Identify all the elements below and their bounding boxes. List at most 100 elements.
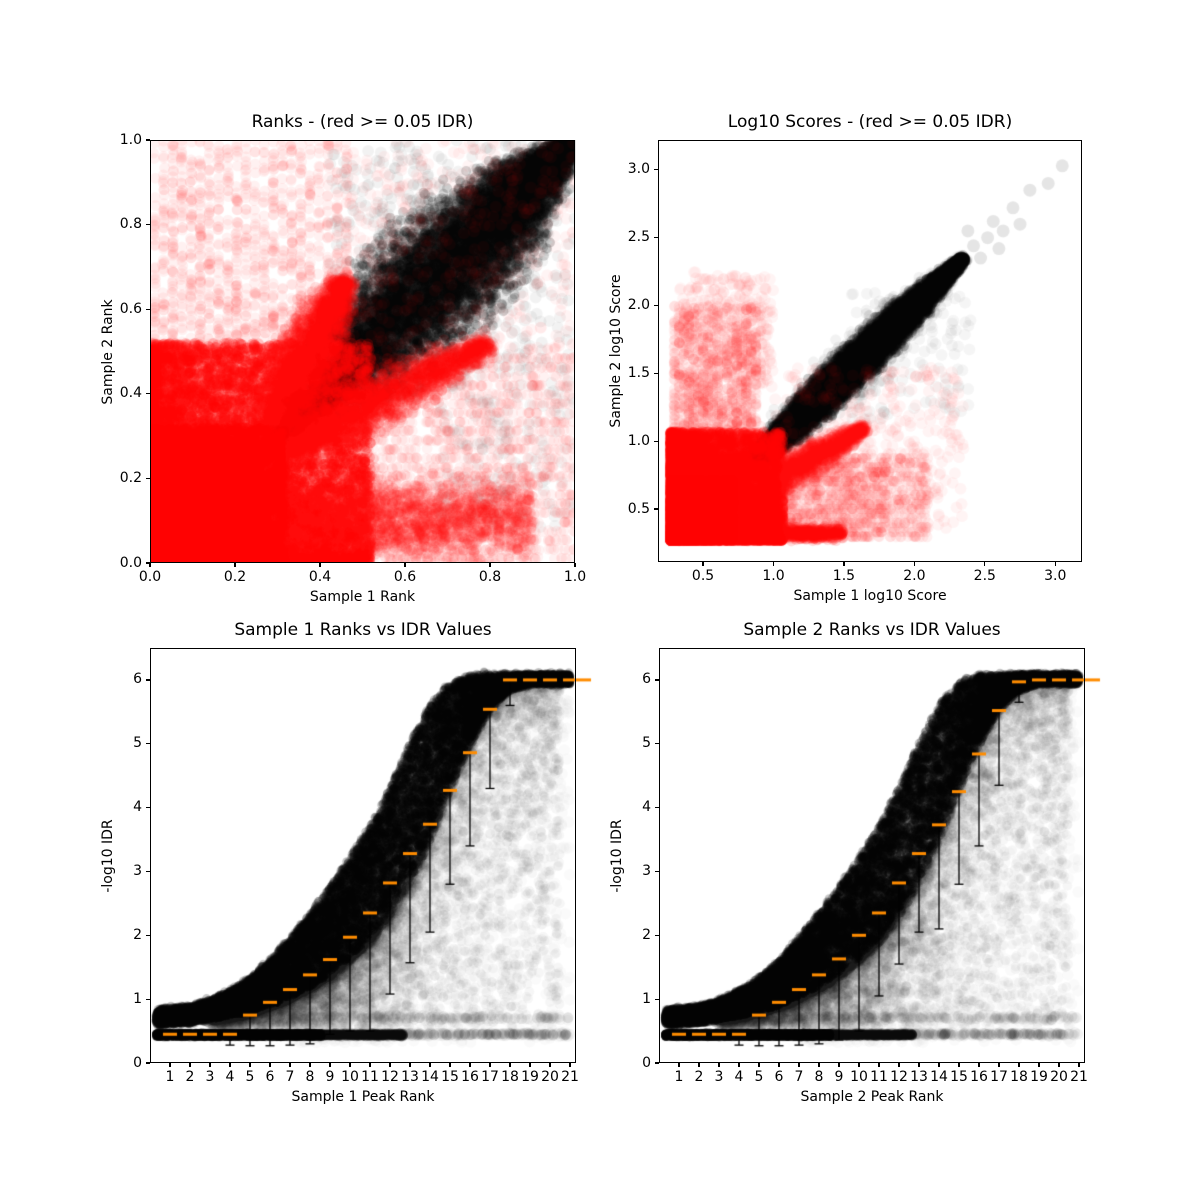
x-tick-label: 15 — [950, 1069, 968, 1085]
y-tick-label: 3 — [642, 862, 651, 879]
x-tick-mark — [918, 1063, 920, 1067]
y-tick-mark — [146, 743, 150, 745]
y-tick-label: 0.8 — [119, 216, 142, 233]
x-tick-mark — [319, 563, 321, 567]
x-tick-mark — [843, 562, 845, 566]
x-tick-label: 1.5 — [832, 568, 856, 584]
y-tick-mark — [146, 679, 150, 681]
y-tick-mark — [146, 807, 150, 809]
x-tick-label: 20 — [1050, 1069, 1068, 1085]
x-tick-label: 0.6 — [393, 569, 417, 585]
y-tick-mark — [146, 998, 150, 1000]
y-tick-mark — [655, 934, 659, 936]
x-tick-mark — [409, 1063, 411, 1067]
y-tick-mark — [654, 372, 658, 374]
x-tick-mark — [574, 563, 576, 567]
x-tick-label: 4 — [225, 1069, 235, 1085]
x-tick-mark — [758, 1063, 760, 1067]
y-tick-label: 2.5 — [627, 229, 650, 246]
x-tick-mark — [289, 1063, 291, 1067]
x-tick-label: 6 — [774, 1069, 784, 1085]
x-tick-label: 10 — [850, 1069, 868, 1085]
y-tick-label: 1.5 — [627, 364, 650, 381]
x-tick-mark — [489, 1063, 491, 1067]
x-tick-mark — [549, 1063, 551, 1067]
x-tick-label: 20 — [541, 1069, 559, 1085]
x-tick-mark — [898, 1063, 900, 1067]
x-tick-mark — [1058, 1063, 1060, 1067]
x-tick-label: 11 — [870, 1069, 888, 1085]
plot-title-ranks: Ranks - (red >= 0.05 IDR) — [251, 112, 474, 132]
x-tick-mark — [234, 563, 236, 567]
x-tick-mark — [404, 563, 406, 567]
y-tick-mark — [146, 1062, 150, 1064]
x-tick-mark — [678, 1063, 680, 1067]
x-tick-mark — [698, 1063, 700, 1067]
x-tick-mark — [958, 1063, 960, 1067]
x-tick-mark — [984, 562, 986, 566]
x-tick-label: 8 — [305, 1069, 315, 1085]
x-tick-mark — [269, 1063, 271, 1067]
x-tick-mark — [1054, 562, 1056, 566]
scatter-canvas-ranks-scatter — [150, 140, 593, 563]
x-tick-label: 3 — [205, 1069, 215, 1085]
x-tick-mark — [369, 1063, 371, 1067]
y-tick-label: 6 — [642, 671, 651, 688]
x-tick-mark — [938, 1063, 940, 1067]
x-tick-label: 0.5 — [691, 568, 715, 584]
y-tick-label: 6 — [133, 671, 142, 688]
x-tick-label: 9 — [834, 1069, 844, 1085]
y-tick-label: 4 — [133, 799, 142, 816]
y-tick-label: 0 — [642, 1054, 651, 1071]
y-tick-mark — [654, 508, 658, 510]
x-tick-label: 21 — [561, 1069, 579, 1085]
x-tick-mark — [1038, 1063, 1040, 1067]
y-tick-mark — [654, 440, 658, 442]
y-tick-mark — [146, 562, 150, 564]
x-axis-label-sample1-log10-score: Sample 1 log10 Score — [793, 588, 947, 604]
x-tick-label: 8 — [814, 1069, 824, 1085]
x-tick-label: 14 — [930, 1069, 948, 1085]
x-tick-mark — [718, 1063, 720, 1067]
x-tick-mark — [429, 1063, 431, 1067]
x-tick-label: 12 — [381, 1069, 399, 1085]
x-tick-mark — [878, 1063, 880, 1067]
x-tick-label: 10 — [341, 1069, 359, 1085]
scatter-canvas-log10-scores-scatter — [658, 140, 1100, 562]
x-tick-mark — [189, 1063, 191, 1067]
y-tick-mark — [655, 1062, 659, 1064]
x-tick-label: 14 — [421, 1069, 439, 1085]
x-tick-mark — [509, 1063, 511, 1067]
y-tick-mark — [655, 870, 659, 873]
x-tick-label: 11 — [361, 1069, 379, 1085]
x-tick-mark — [818, 1063, 820, 1067]
x-tick-mark — [778, 1063, 780, 1067]
x-tick-mark — [469, 1063, 471, 1067]
x-tick-label: 13 — [910, 1069, 928, 1085]
x-tick-mark — [998, 1063, 1000, 1067]
y-tick-label: 3.0 — [627, 161, 650, 178]
x-tick-mark — [838, 1063, 840, 1067]
x-tick-mark — [1078, 1063, 1080, 1067]
x-tick-label: 16 — [970, 1069, 988, 1085]
y-tick-mark — [146, 308, 150, 310]
y-tick-mark — [654, 169, 658, 171]
y-tick-label: 0.6 — [119, 300, 142, 317]
y-tick-mark — [654, 237, 658, 239]
x-tick-label: 1.0 — [762, 568, 785, 584]
x-axis-label-sample2-peak-rank: Sample 2 Peak Rank — [800, 1089, 944, 1105]
plot-title-log10-scores: Log10 Scores - (red >= 0.05 IDR) — [727, 112, 1013, 132]
x-tick-mark — [913, 562, 915, 566]
scatter-canvas-sample2-rank-vs-idr — [659, 648, 1103, 1063]
x-tick-label: 18 — [1010, 1069, 1028, 1085]
x-tick-label: 15 — [441, 1069, 459, 1085]
x-tick-mark — [389, 1063, 391, 1067]
x-tick-label: 1 — [165, 1069, 175, 1085]
y-tick-mark — [655, 998, 659, 1000]
x-tick-mark — [738, 1063, 740, 1067]
x-tick-label: 7 — [285, 1069, 295, 1085]
x-tick-mark — [529, 1063, 531, 1067]
y-tick-label: 0.5 — [627, 500, 650, 517]
x-tick-label: 0.4 — [308, 569, 332, 585]
x-tick-mark — [978, 1063, 980, 1067]
